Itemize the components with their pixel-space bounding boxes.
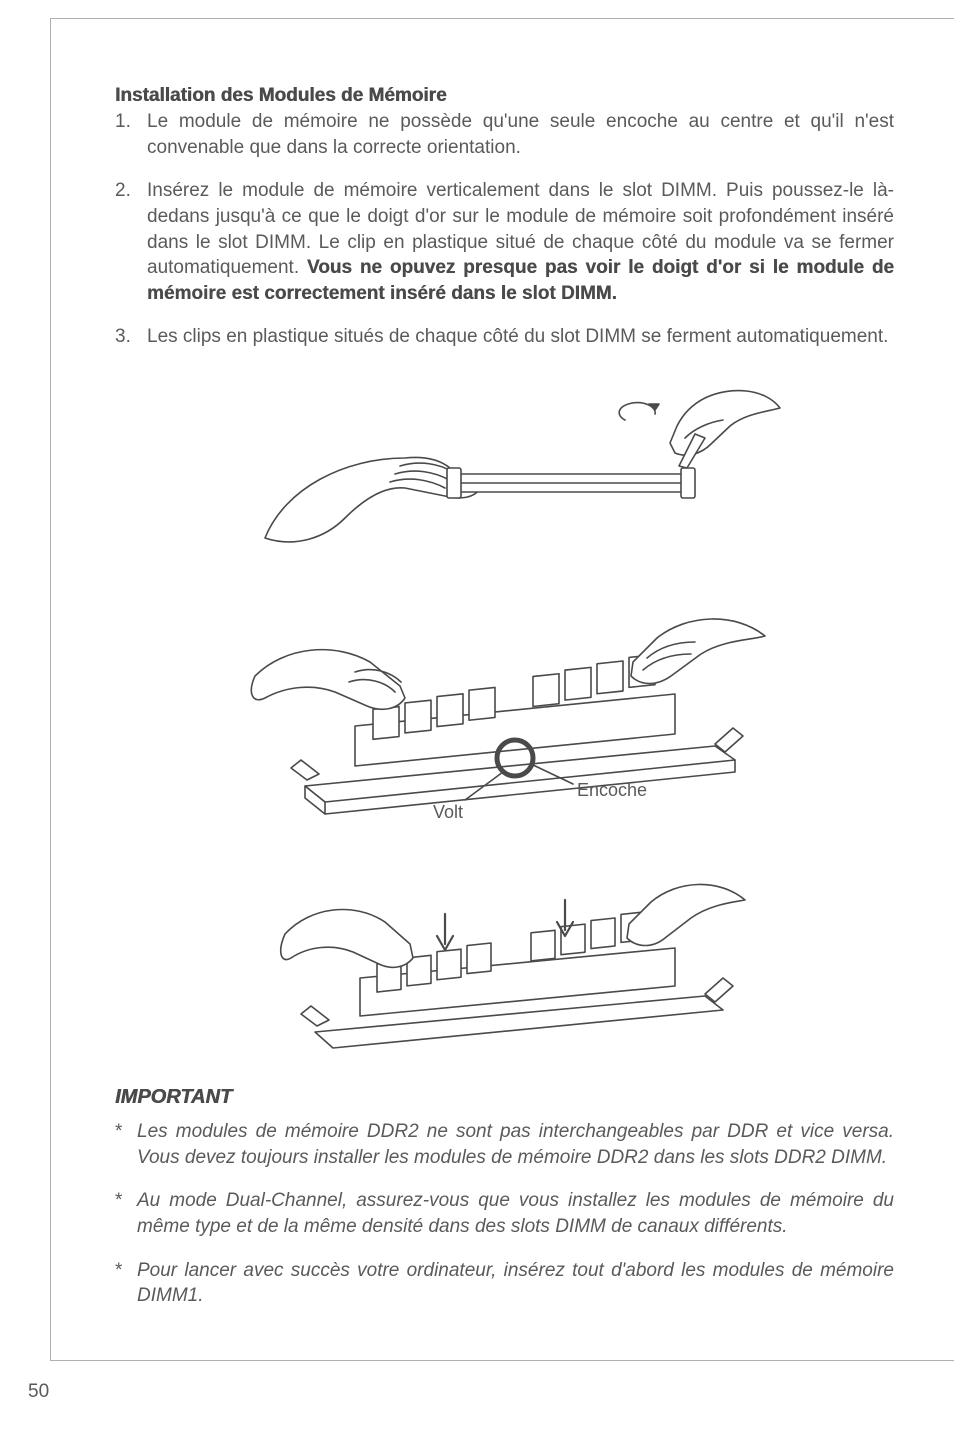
figure-label-volt: Volt [433,802,463,822]
figure-area: Volt Encoche [115,368,894,1072]
list-number: 1. [115,109,147,160]
note-bullet: * [115,1258,137,1309]
list-item: 3. Les clips en plastique situés de chaq… [115,324,894,350]
note-item: * Pour lancer avec succès votre ordinate… [115,1258,894,1309]
list-text: Les clips en plastique situés de chaque … [147,324,894,350]
note-bullet: * [115,1188,137,1239]
list-item: 1. Le module de mémoire ne possède qu'un… [115,109,894,160]
list-text: Insérez le module de mémoire verticaleme… [147,178,894,306]
figure-label-encoche: Encoche [577,780,647,800]
list-number: 3. [115,324,147,350]
note-bullet: * [115,1119,137,1170]
figure-open-clip [225,368,785,568]
list-item: 2. Insérez le module de mémoire vertical… [115,178,894,306]
figure-insert-module: Volt Encoche [195,576,815,836]
page-number: 50 [28,1381,49,1403]
note-item: * Les modules de mémoire DDR2 ne sont pa… [115,1119,894,1170]
important-notes: * Les modules de mémoire DDR2 ne sont pa… [115,1119,894,1309]
note-text: Au mode Dual-Channel, assurez-vous que v… [137,1188,894,1239]
list-number: 2. [115,178,147,306]
note-item: * Au mode Dual-Channel, assurez-vous que… [115,1188,894,1239]
figure-press-down [225,844,785,1064]
instruction-list: 1. Le module de mémoire ne possède qu'un… [115,109,894,350]
important-title: IMPORTANT [115,1086,894,1109]
page-frame: Installation des Modules de Mémoire 1. L… [50,18,954,1361]
list-text: Le module de mémoire ne possède qu'une s… [147,109,894,160]
section-title: Installation des Modules de Mémoire [115,85,894,107]
note-text: Pour lancer avec succès votre ordinateur… [137,1258,894,1309]
note-text: Les modules de mémoire DDR2 ne sont pas … [137,1119,894,1170]
